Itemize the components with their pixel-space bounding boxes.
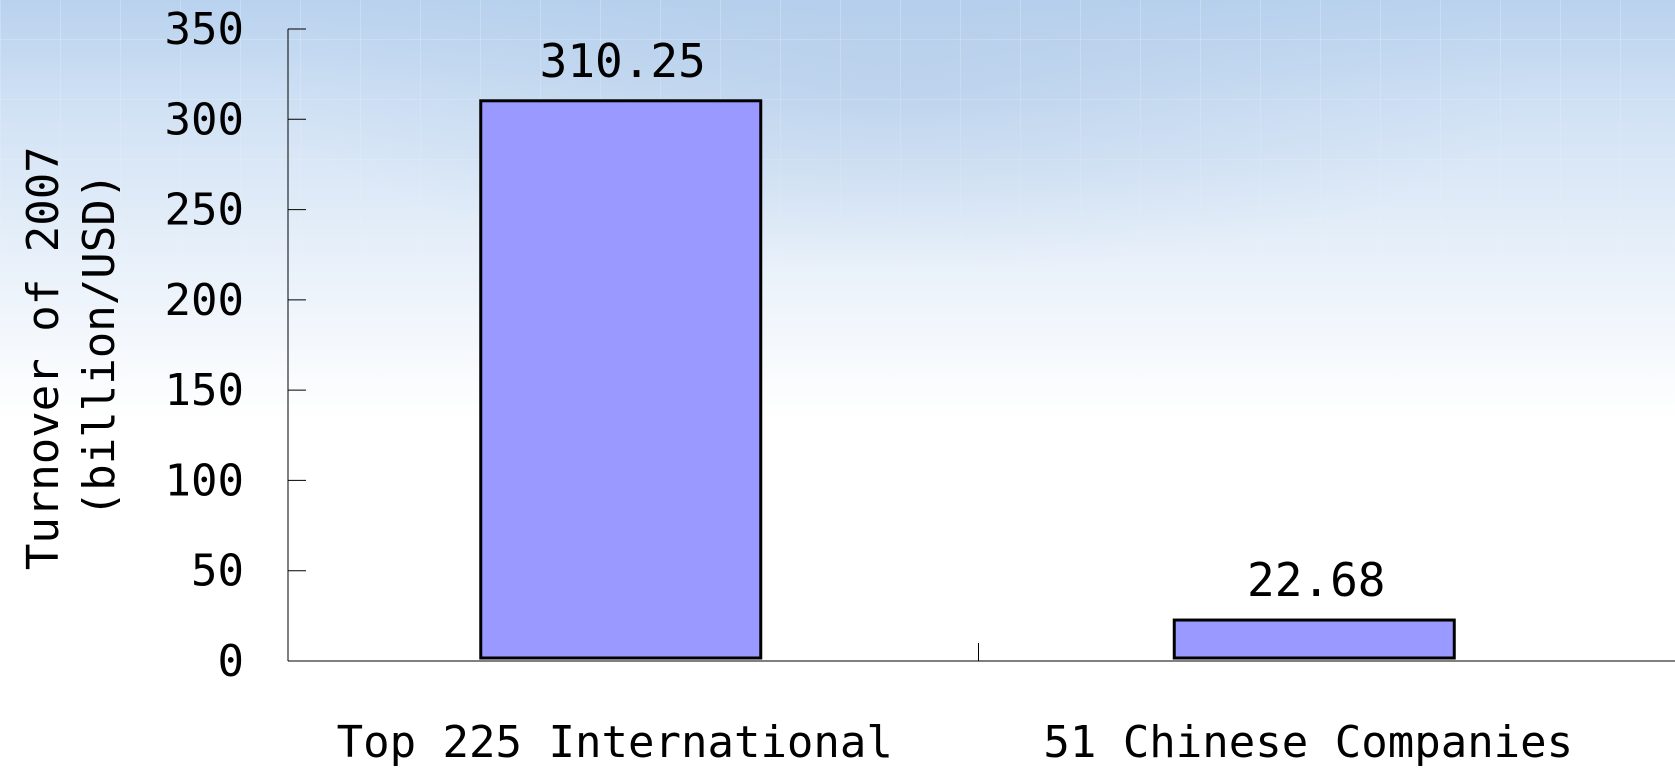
bar <box>479 99 763 660</box>
y-tick-label: 300 <box>165 94 244 145</box>
y-axis: 0 50 100 150 200 250 300 350 <box>165 4 306 687</box>
bar-value-label: 310.25 <box>540 34 706 88</box>
data-labels: 310.25 22.68 <box>540 34 1386 607</box>
x-axis: Top 225 International 51 Chinese Companie… <box>288 643 1675 768</box>
y-tick-label: 0 <box>218 636 245 687</box>
x-category-label: 51 Chinese Companies <box>1043 717 1573 768</box>
y-axis-title-line-1: Turnover of 2007 <box>18 146 69 570</box>
bars <box>479 99 1456 660</box>
y-axis-title: Turnover of 2007 (billion/USD) <box>18 120 125 570</box>
y-tick-label: 200 <box>165 275 244 326</box>
bar <box>1172 618 1456 660</box>
y-tick-label: 150 <box>165 365 244 416</box>
y-tick-label: 250 <box>165 185 244 236</box>
bar-value-label: 22.68 <box>1247 553 1385 607</box>
y-tick-label: 350 <box>165 4 244 55</box>
x-category-label: Top 225 International <box>337 717 893 768</box>
y-tick-label: 100 <box>165 455 244 506</box>
y-axis-title-line-2: (billion/USD) <box>74 173 125 517</box>
y-tick-label: 50 <box>191 546 244 597</box>
